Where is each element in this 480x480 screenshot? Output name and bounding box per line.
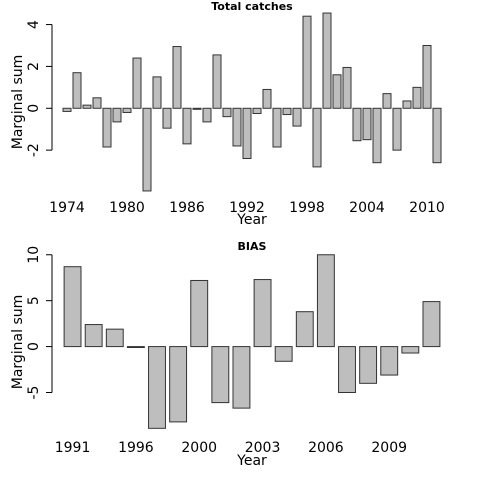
- bar: [72, 72, 82, 109]
- bar: [192, 107, 202, 110]
- y-axis-label: Marginal sum: [10, 55, 26, 150]
- x-tick-label: 1996: [118, 440, 154, 456]
- bar: [316, 254, 335, 348]
- bar: [362, 107, 372, 141]
- bar: [272, 107, 282, 148]
- bar: [295, 311, 314, 348]
- x-axis-label: Year: [236, 212, 267, 228]
- bar: [253, 279, 272, 348]
- bar: [302, 15, 312, 109]
- y-tick-label: 0: [26, 342, 42, 351]
- bar: [169, 346, 188, 423]
- bar: [105, 328, 124, 348]
- bar: [274, 346, 293, 362]
- bar: [132, 57, 142, 109]
- bar: [112, 107, 122, 123]
- bar: [148, 346, 166, 429]
- y-tick-label: 10: [26, 246, 42, 264]
- bar: [232, 346, 251, 409]
- x-tick-label: 2000: [181, 440, 217, 456]
- bar: [282, 107, 292, 116]
- x-tick-label: 1986: [169, 200, 205, 216]
- bar: [402, 100, 412, 109]
- y-tick-label: 4: [26, 20, 42, 29]
- bar: [212, 54, 222, 109]
- bar: [172, 46, 182, 109]
- bar: [182, 107, 192, 145]
- bar: [126, 346, 145, 349]
- x-tick-label: 1998: [289, 200, 325, 216]
- x-tick-label: 2009: [371, 440, 407, 456]
- bar: [380, 346, 399, 376]
- bar: [202, 107, 212, 123]
- bar: [412, 86, 422, 109]
- bar: [190, 279, 209, 348]
- bar: [312, 107, 322, 168]
- x-tick-label: 1980: [109, 200, 145, 216]
- bar: [392, 107, 402, 151]
- bar: [322, 12, 332, 109]
- bar: [332, 74, 342, 109]
- bar: [422, 301, 441, 348]
- bar: [338, 346, 356, 394]
- bar: [102, 107, 112, 148]
- x-tick-label: 1974: [49, 200, 85, 216]
- y-tick-label: 5: [26, 296, 42, 305]
- bar: [382, 93, 392, 109]
- chart-title: BIAS: [238, 240, 267, 253]
- bar: [84, 324, 103, 348]
- bar: [222, 107, 232, 118]
- bar: [211, 346, 230, 404]
- y-tick-label: -2: [26, 143, 42, 157]
- bar: [232, 107, 242, 147]
- y-tick-label: 0: [26, 104, 42, 113]
- bar: [82, 104, 92, 109]
- bar: [162, 107, 172, 129]
- bar: [342, 66, 352, 109]
- x-tick-label: 1991: [55, 440, 91, 456]
- y-tick-label: 2: [26, 62, 42, 71]
- x-tick-label: 2010: [409, 200, 445, 216]
- bar: [401, 346, 420, 354]
- bar: [252, 107, 262, 115]
- bar: [142, 107, 152, 192]
- bar: [62, 107, 72, 112]
- bar: [262, 88, 272, 109]
- bar: [359, 346, 378, 384]
- bar: [292, 107, 302, 127]
- x-tick-label: 2004: [349, 200, 385, 216]
- bar: [422, 44, 432, 109]
- bar: [372, 107, 382, 164]
- bar: [92, 97, 102, 109]
- bar: [432, 107, 442, 164]
- y-tick-label: -5: [26, 386, 42, 400]
- x-tick-label: 1992: [229, 200, 265, 216]
- bar: [242, 107, 252, 160]
- x-tick-label: 2006: [308, 440, 344, 456]
- bar: [63, 266, 82, 348]
- y-axis-label: Marginal sum: [10, 295, 26, 390]
- chart-title: Total catches: [211, 0, 293, 13]
- bar: [152, 76, 162, 109]
- x-tick-label: 2003: [245, 440, 281, 456]
- bar: [122, 107, 132, 113]
- x-axis-label: Year: [236, 453, 267, 469]
- bar: [352, 107, 362, 142]
